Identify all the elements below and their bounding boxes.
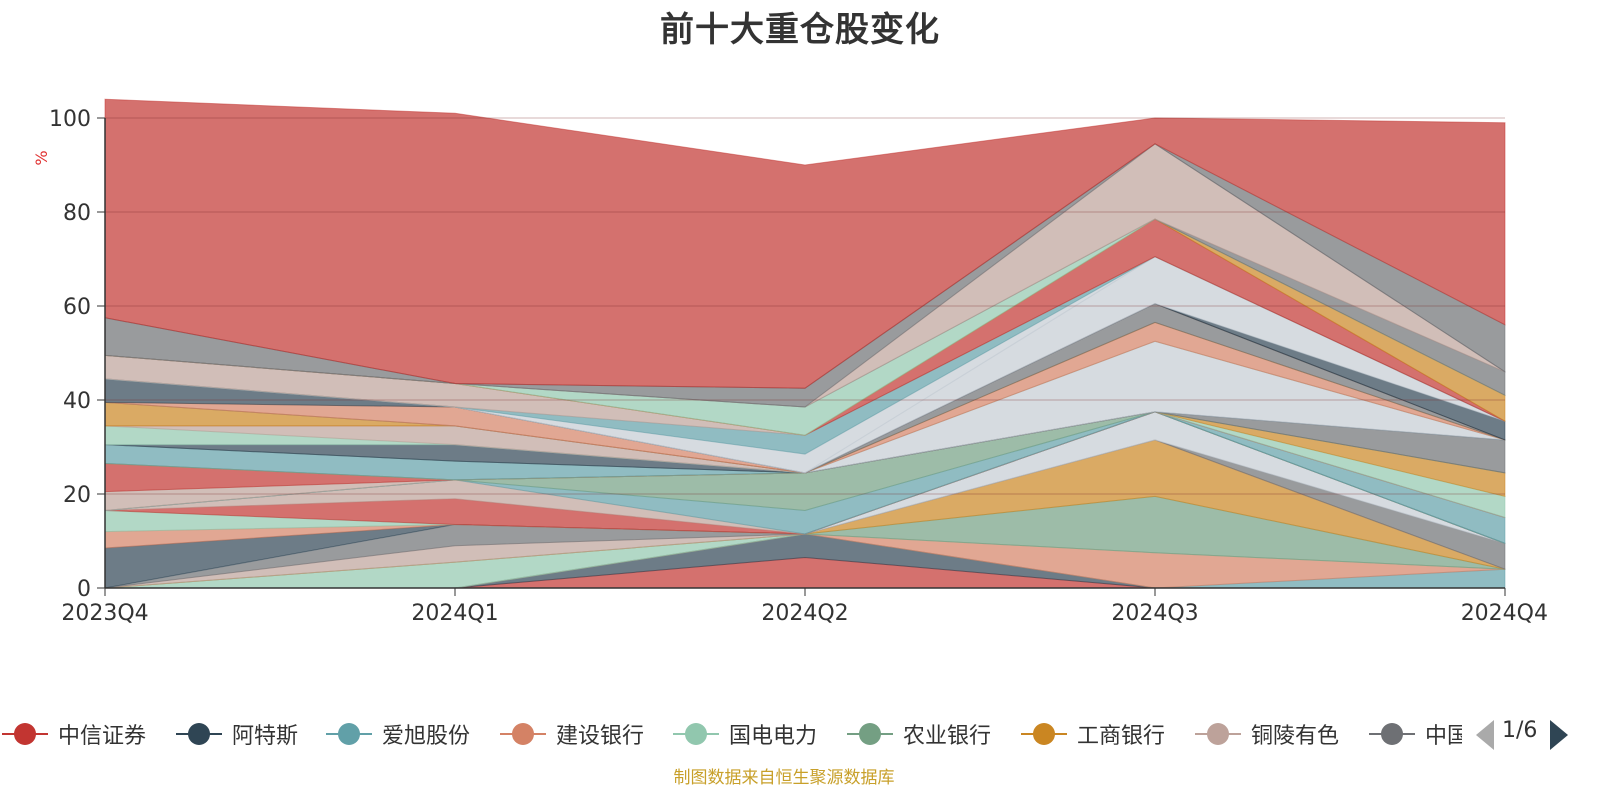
x-tick-label: 2024Q2 [761, 601, 848, 626]
grid-lines [105, 117, 1505, 589]
legend-item[interactable]: 铜陵有色 [1195, 714, 1339, 754]
legend-pager[interactable]: 1/6 [1470, 714, 1600, 754]
legend-label: 中信证券 [58, 724, 147, 749]
legend-marker-icon [176, 722, 222, 746]
chart-title: 前十大重仓股变化 [660, 10, 940, 50]
legend-item[interactable]: 中信证券 [2, 714, 146, 754]
y-tick-label: 100 [49, 107, 91, 132]
legend-label: 建设银行 [556, 724, 645, 749]
legend-items: 中信证券 阿特斯 爱旭股份 建设银行 国电电力 农业银行 工商银行 铜陵有色 中国 [0, 714, 1462, 754]
legend-marker-icon [1195, 722, 1241, 746]
stacked-areas [104, 98, 1506, 589]
legend-marker-icon [2, 722, 48, 746]
legend-marker-icon [847, 722, 893, 746]
x-tick-label: 2024Q4 [1461, 601, 1548, 626]
legend-page-indicator: 1/6 [1502, 718, 1538, 743]
legend-item[interactable]: 工商银行 [1021, 714, 1165, 754]
y-axis-label: % [32, 150, 51, 165]
area-series-45 [104, 98, 1506, 389]
legend-item[interactable]: 中国 [1369, 714, 1462, 754]
axes: 0 20 40 60 80 100 2023Q4 2024Q1 2024Q2 2024Q3 2024… [49, 107, 1548, 626]
legend-label: 阿特斯 [232, 724, 299, 749]
y-tick-label: 40 [63, 389, 91, 414]
y-tick-label: 60 [63, 295, 91, 320]
x-tick-label: 2024Q3 [1111, 601, 1198, 626]
legend-item[interactable]: 国电电力 [673, 714, 817, 754]
legend-marker-icon [1021, 722, 1067, 746]
x-tick-label: 2024Q1 [411, 601, 498, 626]
legend-marker-icon [1369, 722, 1415, 746]
legend-label: 爱旭股份 [382, 724, 471, 749]
y-tick-label: 0 [77, 577, 91, 602]
source-note: 制图数据来自恒生聚源数据库 [673, 768, 895, 788]
legend-item[interactable]: 爱旭股份 [326, 714, 470, 754]
y-tick-label: 20 [63, 483, 91, 508]
y-tick-label: 80 [63, 201, 91, 226]
prev-page-icon[interactable] [1476, 720, 1494, 750]
legend-marker-icon [673, 722, 719, 746]
x-tick-label: 2023Q4 [61, 601, 148, 626]
legend-marker-icon [326, 722, 372, 746]
legend-label: 铜陵有色 [1251, 724, 1340, 749]
legend[interactable]: 中信证券 阿特斯 爱旭股份 建设银行 国电电力 农业银行 工商银行 铜陵有色 中国 1/6 [0, 714, 1600, 754]
next-page-icon[interactable] [1550, 720, 1568, 750]
legend-label: 国电电力 [729, 724, 818, 749]
legend-label: 中国 [1425, 724, 1462, 749]
legend-marker-icon [500, 722, 546, 746]
legend-label: 工商银行 [1077, 724, 1166, 749]
legend-item[interactable]: 建设银行 [500, 714, 644, 754]
legend-item[interactable]: 阿特斯 [176, 714, 298, 754]
legend-item[interactable]: 农业银行 [847, 714, 991, 754]
legend-label: 农业银行 [903, 724, 992, 749]
